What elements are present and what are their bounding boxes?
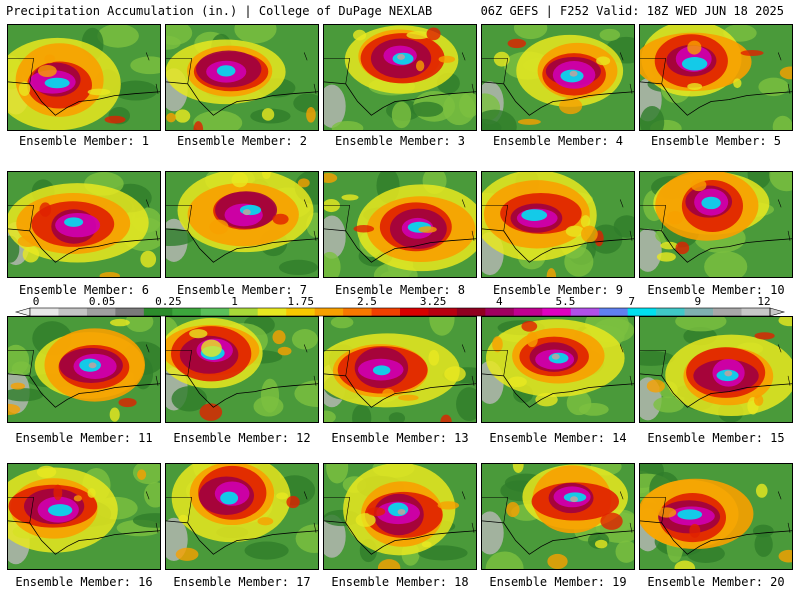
model-run-info: 06Z GEFS | F252 Valid: 18Z WED JUN 18 20… [480,4,784,18]
ensemble-member-label: Ensemble Member: 8 [334,283,466,297]
colorbar-tick-label: 5.5 [556,296,576,308]
colorbar-segment [172,308,202,316]
precipitation-colorbar: 0 0.05 0.25 1 1.75 2.5 3.25 4 5.5 7 9 12 [14,296,786,317]
ensemble-member-label: Ensemble Member: 1 [18,134,150,148]
ensemble-member-map [639,24,793,131]
ensemble-member-label: Ensemble Member: 17 [173,575,311,589]
colorbar-segment [656,308,685,316]
colorbar-segment [200,308,230,316]
ensemble-member-map [481,24,635,131]
colorbar-tick-label: 7 [628,296,635,308]
ensemble-member-label: Ensemble Member: 6 [18,283,150,297]
colorbar-segment [627,308,657,316]
colorbar-tick-label: 4 [496,296,503,308]
colorbar-tick-label: 2.5 [357,296,377,308]
colorbar-tick-label: 1 [231,296,238,308]
ensemble-member-map [323,24,477,131]
colorbar-segment [513,308,543,316]
colorbar-segment [30,308,59,316]
ensemble-member-label: Ensemble Member: 12 [173,431,311,445]
ensemble-member-label: Ensemble Member: 7 [176,283,308,297]
ensemble-member-map [323,316,477,423]
colorbar-tick-label: 0 [33,296,40,308]
colorbar-segment [485,308,515,316]
ensemble-member-map [7,316,161,423]
colorbar-segment [257,308,287,316]
colorbar-segment [713,308,742,316]
ensemble-member-label: Ensemble Member: 4 [492,134,624,148]
colorbar-tick-label: 9 [695,296,702,308]
colorbar-segment [58,308,88,316]
ensemble-member-label: Ensemble Member: 13 [331,431,469,445]
colorbar-tick-label: 3.25 [420,296,447,308]
colorbar-segment [428,308,458,316]
ensemble-member-label: Ensemble Member: 3 [334,134,466,148]
colorbar-segment [570,308,600,316]
ensemble-member-map [165,316,319,423]
colorbar-segment [599,308,628,316]
colorbar-segment [456,308,486,316]
colorbar-segment [286,308,315,316]
ensemble-member-label: Ensemble Member: 20 [647,575,785,589]
ensemble-member-label: Ensemble Member: 14 [489,431,627,445]
ensemble-member-label: Ensemble Member: 19 [489,575,627,589]
ensemble-member-label: Ensemble Member: 11 [15,431,153,445]
ensemble-member-map [165,24,319,131]
colorbar-segment [371,308,401,316]
ensemble-member-map [7,171,161,278]
colorbar-segment [542,308,572,316]
ensemble-member-label: Ensemble Member: 16 [15,575,153,589]
ensemble-member-map [639,463,793,570]
colorbar-tick-label: 0.05 [89,296,116,308]
ensemble-member-label: Ensemble Member: 15 [647,431,785,445]
ensemble-member-map [481,171,635,278]
colorbar-segment [684,308,714,316]
ensemble-member-map [165,171,319,278]
ensemble-member-label: Ensemble Member: 5 [650,134,782,148]
ensemble-member-map [7,24,161,131]
ensemble-member-map [7,463,161,570]
colorbar-tick-label: 0.25 [155,296,182,308]
ensemble-member-label: Ensemble Member: 2 [176,134,308,148]
ensemble-member-label: Ensemble Member: 18 [331,575,469,589]
ensemble-member-map [639,171,793,278]
colorbar-segment [741,308,771,316]
colorbar-segment [229,308,258,316]
colorbar-segment [400,308,429,316]
ensemble-member-map [323,463,477,570]
ensemble-member-map [481,463,635,570]
colorbar-segment [314,308,344,316]
ensemble-member-label: Ensemble Member: 9 [492,283,624,297]
colorbar-tick-label: 12 [757,296,770,308]
colorbar-segment [343,308,372,316]
colorbar-segment [86,308,116,316]
colorbar-segment [143,308,173,316]
ensemble-member-map [639,316,793,423]
colorbar-segment [115,308,145,316]
ensemble-member-map [323,171,477,278]
ensemble-member-map [165,463,319,570]
ensemble-member-map [481,316,635,423]
map-title: Precipitation Accumulation (in.) | Colle… [6,4,433,18]
ensemble-member-label: Ensemble Member: 10 [647,283,785,297]
colorbar-tick-label: 1.75 [287,296,314,308]
